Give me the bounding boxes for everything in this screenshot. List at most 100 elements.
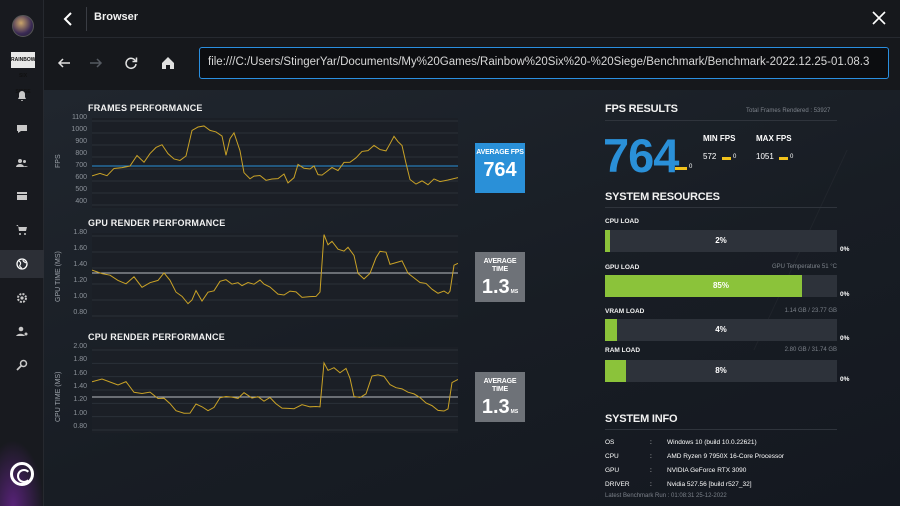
nav-forward-icon[interactable] xyxy=(88,55,104,71)
gpu-y-tick: 0.80 xyxy=(73,309,87,316)
fps-average-marker xyxy=(675,167,687,170)
ubisoft-logo[interactable] xyxy=(10,462,34,486)
cpu-average-box: AVERAGE TIME 1.3MS xyxy=(475,372,525,422)
system-info-value: NVIDIA GeForce RTX 3090 xyxy=(667,467,747,474)
browser-navbar: file:///C:/Users/StingerYar/Documents/My… xyxy=(44,38,900,90)
resource-label: VRAM LOAD xyxy=(605,308,645,315)
resource-bar-fill xyxy=(605,230,610,252)
resource-percent: 8% xyxy=(715,366,727,375)
min-fps-marker xyxy=(722,157,731,160)
gpu-average-value: 1.3 xyxy=(481,276,510,298)
cpu-line-chart xyxy=(92,349,458,431)
resource-bar-fill xyxy=(605,360,626,382)
max-fps-marker xyxy=(779,157,788,160)
frames-chart-title: FRAMES PERFORMANCE xyxy=(88,103,203,113)
cpu-y-tick: 1.80 xyxy=(73,356,87,364)
system-info-value: Windows 10 (build 10.0.22621) xyxy=(667,439,757,446)
resource-detail: 2.80 GB / 31.74 GB xyxy=(784,347,837,353)
gpu-average-box: AVERAGE TIME 1.3MS xyxy=(475,252,525,302)
resource-label: RAM LOAD xyxy=(605,347,641,354)
resource-zero-label: 0% xyxy=(840,376,850,383)
min-fps-value: 572 xyxy=(703,152,717,161)
avatar[interactable] xyxy=(12,15,34,37)
performance-trace xyxy=(92,234,458,305)
frames-y-tick: 400 xyxy=(75,198,87,205)
title-divider xyxy=(86,7,87,31)
nav-back-icon[interactable] xyxy=(56,55,72,71)
latest-run-text: Latest Benchmark Run : 01:08:31 25-12-20… xyxy=(605,493,727,499)
game-logo[interactable]: RAINBOW SIX SIEGE xyxy=(11,52,35,95)
system-info-colon: : xyxy=(650,481,652,488)
frames-line-chart xyxy=(92,120,458,206)
account-icon[interactable] xyxy=(0,317,44,345)
friends-icon[interactable] xyxy=(0,149,44,177)
fps-average-sub: 0 xyxy=(689,164,693,170)
cpu-y-tick: 1.40 xyxy=(73,383,87,390)
resource-detail: GPU Temperature 51 °C xyxy=(772,264,837,270)
resource-bar-fill xyxy=(605,319,617,341)
resource-zero-label: 0% xyxy=(840,291,850,298)
benchmark-page: FRAMES PERFORMANCE FPS 1100 1000 900 800 700… xyxy=(44,90,900,506)
gpu-average-unit: MS xyxy=(510,289,519,295)
fps-results-title: FPS RESULTS xyxy=(605,103,678,115)
gpu-y-tick: 1.60 xyxy=(73,245,87,252)
frames-y-tick: 500 xyxy=(75,186,87,193)
cpu-y-tick: 1.20 xyxy=(73,396,87,404)
resource-label: GPU LOAD xyxy=(605,264,640,271)
resource-bar-fill xyxy=(605,275,803,297)
system-info-value: AMD Ryzen 9 7950X 16-Core Processor xyxy=(667,453,785,460)
bell-icon[interactable] xyxy=(0,82,44,110)
cart-icon[interactable] xyxy=(0,216,44,244)
resource-bar: 8% xyxy=(605,360,837,382)
library-icon[interactable] xyxy=(0,182,44,210)
search-icon[interactable] xyxy=(0,351,44,379)
system-info-title: SYSTEM INFO xyxy=(605,413,678,425)
system-info-key: CPU xyxy=(605,453,619,460)
chat-icon[interactable] xyxy=(0,115,44,143)
system-info-colon: : xyxy=(650,453,652,460)
gpu-y-tick: 1.80 xyxy=(73,229,87,236)
frames-plot xyxy=(92,118,458,208)
max-fps-value: 1051 xyxy=(756,152,774,161)
max-fps-label: MAX FPS xyxy=(756,134,792,143)
system-resources-title: SYSTEM RESOURCES xyxy=(605,191,720,203)
globe-icon[interactable] xyxy=(0,250,44,278)
cpu-y-tick: 0.80 xyxy=(73,423,87,430)
frames-average-label: AVERAGE FPS xyxy=(476,149,524,156)
url-input[interactable]: file:///C:/Users/StingerYar/Documents/My… xyxy=(199,47,889,79)
back-chevron-icon[interactable] xyxy=(60,10,76,28)
cpu-average-label: AVERAGE TIME xyxy=(483,378,517,393)
gpu-y-tick: 1.20 xyxy=(73,277,87,284)
frames-average-box: AVERAGE FPS 764 xyxy=(475,143,525,193)
min-fps-label: MIN FPS xyxy=(703,134,736,143)
resource-bar: 4% xyxy=(605,319,837,341)
system-info-colon: : xyxy=(650,439,652,446)
gpu-y-tick: 1.40 xyxy=(73,261,87,268)
gpu-chart-title: GPU RENDER PERFORMANCE xyxy=(88,218,226,228)
gear-icon[interactable] xyxy=(0,284,44,312)
frames-y-tick: 1100 xyxy=(71,114,87,121)
frames-y-tick: 700 xyxy=(75,162,87,169)
cpu-y-tick: 2.00 xyxy=(73,343,87,350)
resource-detail: 1.14 GB / 23.77 GB xyxy=(784,308,837,314)
resource-bar: 85% xyxy=(605,275,837,297)
resource-label: CPU LOAD xyxy=(605,218,639,225)
cpu-chart-title: CPU RENDER PERFORMANCE xyxy=(88,332,225,342)
left-rail: RAINBOW SIX SIEGE xyxy=(0,0,44,506)
fps-average-value: 764 xyxy=(603,129,679,182)
total-frames-text: Total Frames Rendered : 53927 xyxy=(746,108,831,114)
system-info-key: DRIVER xyxy=(605,481,630,488)
max-fps-sub: 0 xyxy=(790,154,794,160)
cpu-average-value: 1.3 xyxy=(481,396,510,418)
reload-icon[interactable] xyxy=(123,55,139,71)
home-icon[interactable] xyxy=(160,55,176,71)
resource-zero-label: 0% xyxy=(840,335,850,342)
cpu-y-tick: 1.00 xyxy=(73,409,87,417)
close-icon[interactable] xyxy=(872,11,886,25)
system-info-divider xyxy=(605,429,837,430)
resource-bar: 2% xyxy=(605,230,837,252)
system-info-value: Nvidia 527.56 [build r527_32] xyxy=(667,481,752,488)
performance-trace xyxy=(92,361,458,414)
resource-percent: 4% xyxy=(715,325,727,334)
resource-percent: 2% xyxy=(715,236,727,245)
